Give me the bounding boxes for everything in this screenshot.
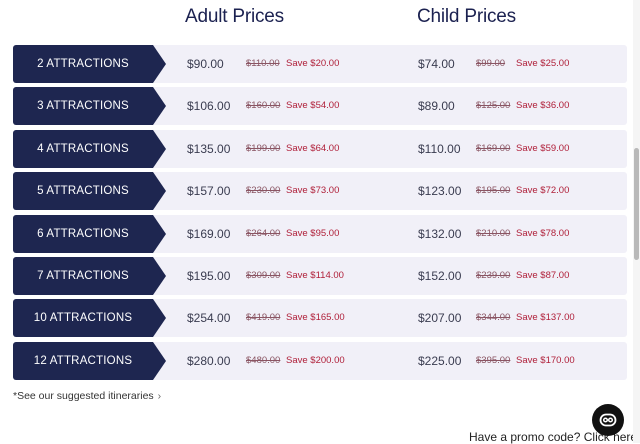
child-original-price: $99.00	[476, 58, 506, 69]
adult-savings: Save $20.00	[286, 58, 340, 69]
attraction-count-label: 3 ATTRACTIONS	[13, 87, 153, 126]
adult-price: $90.00	[187, 57, 224, 71]
adult-original-price: $199.00	[246, 142, 281, 154]
child-original-price: $395.00	[476, 354, 511, 366]
page-scrollbar[interactable]	[633, 0, 640, 443]
adult-prices-heading: Adult Prices	[185, 6, 284, 27]
adult-price: $106.00	[187, 99, 231, 114]
attraction-count-label: 5 ATTRACTIONS	[13, 172, 153, 211]
price-row: 4 ATTRACTIONS $135.00 $199.00 Save $64.00 $1…	[13, 129, 627, 168]
adult-savings: Save $64.00	[286, 142, 340, 154]
scrollbar-thumb[interactable]	[634, 148, 639, 260]
adult-original-price: $419.00	[246, 312, 281, 324]
adult-savings: Save $200.00	[286, 354, 345, 366]
label-arrow	[153, 129, 166, 168]
adult-original-price: $230.00	[246, 185, 281, 197]
label-arrow	[153, 214, 166, 253]
child-original-price: $344.00	[476, 312, 511, 324]
child-original-price: $210.00	[476, 227, 511, 239]
label-arrow	[153, 45, 166, 83]
child-price: $207.00	[418, 311, 462, 326]
adult-original-price: $480.00	[246, 354, 281, 366]
child-price: $225.00	[418, 353, 462, 368]
child-original-price: $239.00	[476, 270, 511, 281]
attraction-count-label: 7 ATTRACTIONS	[13, 257, 153, 295]
chat-button[interactable]	[592, 404, 624, 436]
promo-code-label: Have a promo code? Click here	[469, 430, 638, 444]
attraction-count-label: 10 ATTRACTIONS	[13, 299, 153, 338]
adult-savings: Save $73.00	[286, 185, 340, 197]
chevron-right-icon: ›	[157, 390, 162, 402]
adult-price: $280.00	[187, 353, 231, 368]
child-savings: Save $87.00	[516, 270, 570, 281]
adult-price: $195.00	[187, 269, 231, 283]
adult-price: $135.00	[187, 141, 231, 156]
child-savings: Save $36.00	[516, 100, 570, 112]
itineraries-link[interactable]: *See our suggested itineraries ›	[13, 390, 161, 402]
adult-savings: Save $95.00	[286, 227, 340, 239]
child-price: $152.00	[418, 269, 462, 283]
adult-savings: Save $54.00	[286, 100, 340, 112]
adult-original-price: $309.00	[246, 270, 281, 281]
child-savings: Save $170.00	[516, 354, 575, 366]
attraction-count-label: 12 ATTRACTIONS	[13, 341, 153, 380]
adult-price: $169.00	[187, 226, 231, 241]
child-price: $89.00	[418, 99, 455, 114]
price-row: 2 ATTRACTIONS $90.00 $110.00 Save $20.00 $74…	[13, 45, 627, 83]
label-arrow	[153, 172, 166, 211]
child-price: $110.00	[418, 141, 461, 156]
child-savings: Save $25.00	[516, 58, 570, 69]
price-row: 10 ATTRACTIONS $254.00 $419.00 Save $165.00…	[13, 299, 627, 338]
label-arrow	[153, 87, 166, 126]
child-savings: Save $59.00	[516, 142, 570, 154]
child-savings: Save $78.00	[516, 227, 570, 239]
adult-original-price: $160.00	[246, 100, 281, 112]
adult-price: $157.00	[187, 184, 231, 199]
label-arrow	[153, 341, 166, 380]
price-row: 5 ATTRACTIONS $157.00 $230.00 Save $73.00 $1…	[13, 172, 627, 211]
child-savings: Save $72.00	[516, 185, 570, 197]
price-row: 7 ATTRACTIONS $195.00 $309.00 Save $114.00 $…	[13, 257, 627, 295]
chat-icon	[599, 413, 617, 427]
child-savings: Save $137.00	[516, 312, 575, 324]
child-price: $74.00	[418, 57, 455, 71]
label-arrow	[153, 257, 166, 295]
adult-savings: Save $114.00	[286, 270, 344, 281]
attraction-count-label: 2 ATTRACTIONS	[13, 45, 153, 83]
price-row: 12 ATTRACTIONS $280.00 $480.00 Save $200.00…	[13, 341, 627, 380]
child-price: $132.00	[418, 226, 462, 241]
attraction-count-label: 6 ATTRACTIONS	[13, 214, 153, 253]
attraction-count-label: 4 ATTRACTIONS	[13, 129, 153, 168]
price-row: 6 ATTRACTIONS $169.00 $264.00 Save $95.00 $1…	[13, 214, 627, 253]
child-price: $123.00	[418, 184, 462, 199]
child-original-price: $125.00	[476, 100, 511, 112]
adult-savings: Save $165.00	[286, 312, 345, 324]
child-original-price: $169.00	[476, 142, 511, 154]
adult-original-price: $264.00	[246, 227, 281, 239]
price-row: 3 ATTRACTIONS $106.00 $160.00 Save $54.00 $8…	[13, 87, 627, 126]
child-prices-heading: Child Prices	[417, 6, 516, 27]
adult-original-price: $110.00	[246, 58, 280, 69]
child-original-price: $195.00	[476, 185, 511, 197]
itineraries-link-label: *See our suggested itineraries	[13, 390, 154, 402]
adult-price: $254.00	[187, 311, 231, 326]
promo-code-link[interactable]: Have a promo code? Click here⌄	[469, 430, 640, 444]
label-arrow	[153, 299, 166, 338]
